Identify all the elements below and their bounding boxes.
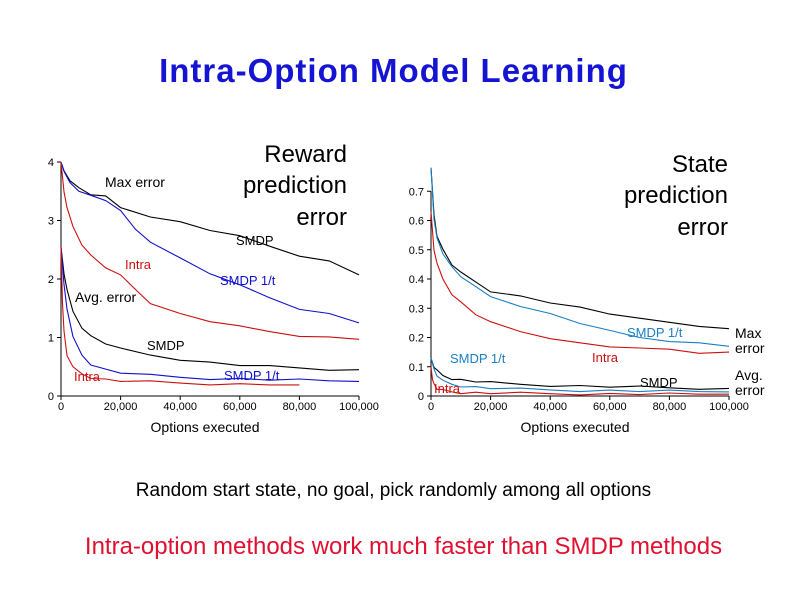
x-tick-label: 40,000 xyxy=(533,401,567,413)
y-tick-label: 0 xyxy=(48,391,54,403)
group-label: Max error xyxy=(735,325,765,356)
x-tick-label: 0 xyxy=(428,401,434,413)
y-tick-label: 4 xyxy=(48,157,54,169)
series-label: Intra xyxy=(125,257,152,272)
x-tick-label: 40,000 xyxy=(163,401,197,413)
x-tick-label: 80,000 xyxy=(283,401,317,413)
x-tick-label: 0 xyxy=(58,401,64,413)
series-line xyxy=(60,161,360,324)
x-tick-label: 100,000 xyxy=(709,401,749,413)
x-tick-label: 60,000 xyxy=(223,401,257,413)
group-label: Max error xyxy=(105,174,165,190)
y-tick-label: 0.1 xyxy=(409,362,424,374)
y-tick-label: 0.7 xyxy=(409,186,424,198)
slide-conclusion: Intra-option methods work much faster th… xyxy=(84,533,723,560)
series-label: SMDP xyxy=(640,375,678,390)
group-label: Avg. error xyxy=(735,367,765,398)
x-tick-label: 20,000 xyxy=(474,401,508,413)
y-tick-label: 3 xyxy=(48,216,54,228)
series-line xyxy=(430,357,730,393)
series-line xyxy=(60,246,300,386)
y-tick-label: 0.6 xyxy=(409,216,424,228)
series-line xyxy=(430,366,729,396)
y-tick-label: 0.5 xyxy=(409,245,424,257)
y-tick-label: 0.2 xyxy=(409,333,424,345)
series-line xyxy=(430,211,730,354)
chart-title: Reward prediction error xyxy=(243,141,347,231)
series-line xyxy=(60,246,360,371)
series-label: SMDP 1/t xyxy=(450,351,506,366)
x-axis-title: Options executed xyxy=(521,419,630,435)
y-tick-label: 2 xyxy=(48,274,54,286)
series-line xyxy=(430,167,730,347)
series-label: SMDP 1/t xyxy=(220,273,276,288)
x-tick-label: 100,000 xyxy=(339,401,379,413)
x-tick-label: 20,000 xyxy=(104,401,138,413)
series-label: Intra xyxy=(434,381,461,396)
series-label: SMDP xyxy=(147,338,185,353)
x-tick-label: 80,000 xyxy=(653,401,687,413)
slide-caption: Random start state, no goal, pick random… xyxy=(135,480,652,501)
series-line xyxy=(60,246,360,382)
y-tick-label: 0.4 xyxy=(409,274,424,286)
series-line xyxy=(60,161,360,276)
series-label: SMDP xyxy=(236,233,274,248)
x-tick-label: 60,000 xyxy=(593,401,627,413)
slide-title: Intra-Option Model Learning xyxy=(159,52,628,89)
series-label: SMDP 1/t xyxy=(627,325,683,340)
y-tick-label: 0 xyxy=(418,391,424,403)
chart-title: State prediction error xyxy=(624,151,728,241)
series-line xyxy=(430,167,730,330)
series-label: Intra xyxy=(592,350,619,365)
series-line xyxy=(430,357,730,390)
group-label: Avg. error xyxy=(75,289,137,305)
series-label: SMDP 1/t xyxy=(224,368,280,383)
y-tick-label: 1 xyxy=(48,333,54,345)
x-axis-title: Options executed xyxy=(151,419,260,435)
y-tick-label: 0.3 xyxy=(409,303,424,315)
series-label: Intra xyxy=(74,369,101,384)
series-line xyxy=(60,161,360,340)
